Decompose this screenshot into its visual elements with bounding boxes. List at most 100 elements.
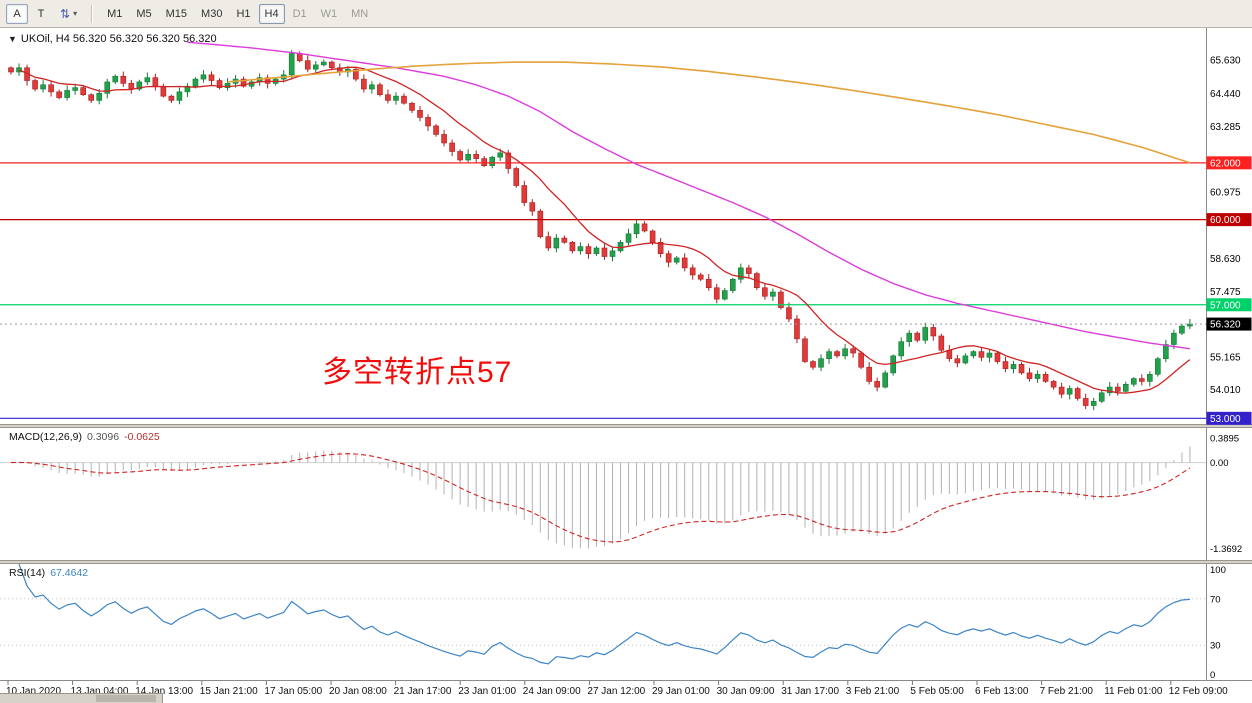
candle-body (545, 236, 552, 249)
candle-body (401, 95, 407, 104)
candle-body (1018, 364, 1025, 374)
macd-main-value: 0.3096 (86, 431, 120, 443)
price-level-badge[interactable] (1206, 411, 1252, 425)
macd-histogram (18, 446, 1191, 549)
candle-body (152, 77, 159, 87)
candle-body (128, 83, 135, 90)
candle-body (697, 274, 704, 280)
one-click-expander-icon[interactable]: ▼ (8, 34, 17, 44)
timeframe-button-W1[interactable]: W1 (320, 7, 338, 20)
timeframe-button-M15[interactable]: M15 (165, 7, 188, 20)
candle-body (505, 152, 512, 169)
candle-body (585, 246, 592, 254)
candle-body (537, 210, 544, 237)
price-axis-label: 55.165 (1210, 352, 1241, 363)
candle-body (1098, 392, 1105, 402)
cursor-mode-selector-button[interactable]: ⇅ ▾ (54, 4, 83, 24)
candle-body (288, 53, 295, 76)
candle-body (770, 291, 776, 297)
candle-body (1155, 358, 1161, 375)
candle-body (641, 223, 648, 232)
candle-body (32, 80, 38, 90)
candle-body (1179, 325, 1185, 334)
candle-body (168, 95, 175, 101)
price-level-badge[interactable] (1206, 156, 1252, 170)
candle-body (136, 81, 143, 90)
candle-body (834, 351, 840, 357)
candle-body (1082, 398, 1089, 406)
candle-body (729, 278, 736, 291)
candle-body (120, 75, 127, 84)
candle-body (441, 134, 447, 144)
time-axis-label: 3 Feb 21:00 (846, 686, 900, 697)
candle-body (144, 77, 151, 83)
candle-body (994, 352, 1001, 362)
time-axis-label: 7 Feb 21:00 (1040, 686, 1094, 697)
candle-body (385, 94, 391, 101)
timeframe-button-M5[interactable]: M5 (136, 7, 152, 20)
candle-body (465, 154, 471, 161)
candle-body (1042, 374, 1049, 382)
timeframe-button-H4[interactable]: H4 (258, 3, 285, 24)
price-level-badge[interactable] (1206, 213, 1252, 227)
candle-body (713, 287, 720, 300)
price-scale-background (1206, 28, 1252, 680)
candle-body (208, 74, 215, 81)
price-level-badge[interactable] (1206, 317, 1252, 331)
text-cursor-tool-button[interactable]: T (30, 4, 52, 24)
time-axis-label: 14 Jan 13:00 (135, 686, 193, 697)
timeframe-button-MN[interactable]: MN (351, 7, 369, 20)
ma-slow-line (227, 61, 1191, 164)
timeframe-buttons-group: M1 M5 M15 M30 H1 H4 D1 W1 MN (101, 3, 374, 24)
time-axis-label: 24 Jan 09:00 (523, 686, 581, 697)
horizontal-scrollbar[interactable] (0, 693, 163, 703)
price-axis-label: 60.975 (1210, 187, 1241, 198)
ma-medium-line (187, 41, 1191, 350)
rsi-scale-label: 30 (1210, 641, 1221, 652)
macd-scale-label: -1.3692 (1210, 544, 1242, 555)
candle-body (361, 78, 367, 90)
timeframe-button-M30[interactable]: M30 (201, 7, 223, 20)
time-axis-label: 27 Jan 12:00 (587, 686, 645, 697)
candle-body (802, 338, 808, 362)
scrollbar-thumb[interactable] (96, 695, 156, 702)
time-axis-label: 11 Feb 01:00 (1104, 686, 1163, 697)
candle-body (1106, 386, 1113, 394)
candle-body (914, 332, 921, 341)
drawing-tools-group: A T ⇅ ▾ (6, 3, 83, 24)
candle-body (922, 327, 929, 341)
symbol-ohlc-title: UKOil, H4 56.320 56.320 56.320 56.320 (20, 33, 217, 45)
time-axis-label: 5 Feb 05:00 (910, 686, 964, 697)
candle-body (665, 253, 672, 263)
annotation-letter-tool-button[interactable]: A (6, 3, 28, 24)
candle-body (882, 372, 888, 388)
candle-body (409, 102, 415, 111)
candle-body (192, 78, 199, 87)
candles-layer[interactable] (8, 50, 1193, 411)
rsi-line (18, 563, 1190, 665)
candle-body (609, 250, 616, 257)
candle-body (112, 75, 119, 83)
candle-body (1163, 344, 1169, 360)
candle-body (216, 80, 223, 88)
price-level-badge-label: 62.000 (1210, 158, 1241, 169)
timeframe-button-M1[interactable]: M1 (107, 7, 123, 20)
time-axis-label: 12 Feb 09:00 (1169, 686, 1228, 697)
time-axis-label: 13 Jan 04:00 (71, 686, 129, 697)
chart-text-annotation[interactable]: 多空转折点57 (322, 356, 513, 389)
splitter-macd-rsi[interactable] (0, 560, 1252, 564)
candle-body (970, 351, 977, 357)
macd-signal-value: -0.0625 (124, 431, 160, 443)
candle-body (1026, 372, 1033, 379)
timeframe-button-H1[interactable]: H1 (236, 7, 251, 20)
timeframe-button-D1[interactable]: D1 (292, 7, 307, 20)
price-level-badge[interactable] (1206, 298, 1252, 312)
candle-body (48, 84, 54, 93)
dropdown-arrow-icon: ▾ (73, 9, 78, 18)
candle-body (986, 352, 993, 358)
splitter-main-macd[interactable] (0, 424, 1252, 428)
rsi-scale-label: 100 (1210, 565, 1226, 576)
time-axis-label: 17 Jan 05:00 (264, 686, 322, 697)
text-cursor-tool-icon: T (37, 7, 45, 20)
